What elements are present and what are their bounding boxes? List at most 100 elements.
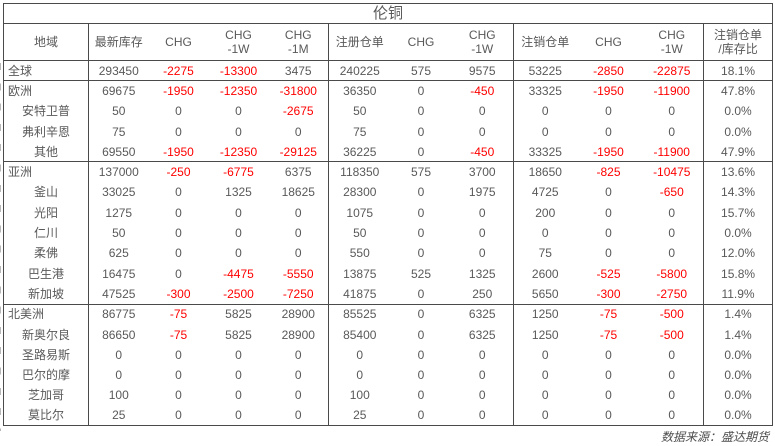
- value-cell: -650: [640, 182, 704, 203]
- table-row: 柔佛 625 0 0 0 550 0 0 75 0 0 12.0%: [3, 243, 773, 264]
- value-cell: 47.9%: [703, 141, 773, 163]
- value-cell: 15.8%: [721, 266, 756, 281]
- value-cell: 0: [175, 124, 182, 139]
- value-cell: 0: [268, 243, 329, 264]
- value-cell: 4725: [531, 185, 559, 200]
- value-cell: 0: [605, 368, 612, 383]
- value-cell: 13875: [343, 266, 377, 281]
- value-cell: -75: [599, 327, 618, 342]
- value-cell: 86650: [102, 327, 136, 342]
- column-header: 最新库存: [88, 23, 149, 61]
- value-cell: 9575: [451, 60, 514, 82]
- value-cell: -2750: [640, 283, 704, 305]
- table-title: 伦铜: [3, 3, 773, 24]
- value-cell: 0: [605, 104, 612, 119]
- value-cell: 0: [235, 205, 242, 220]
- value-cell: -1950: [576, 141, 641, 163]
- table-row: 巴生港 16475 0 -4475 -5550 13875 525 1325 2600 -525 -…: [3, 263, 773, 284]
- value-cell: 0.0%: [724, 368, 752, 383]
- column-header: 注销仓单: [513, 23, 577, 61]
- value-cell: 0: [417, 226, 425, 241]
- value-cell: 0: [175, 205, 182, 220]
- value-cell: 28900: [268, 304, 329, 325]
- region-cell: 新加坡: [3, 283, 89, 305]
- region-cell: 弗利辛恩: [3, 121, 89, 142]
- value-cell: -525: [596, 266, 621, 281]
- value-cell: 0: [605, 246, 612, 261]
- value-cell: 0: [175, 246, 182, 261]
- value-cell: 11.9%: [703, 283, 773, 305]
- value-cell: 550: [349, 246, 370, 261]
- value-cell: 0: [417, 307, 425, 322]
- value-cell: 16475: [102, 266, 136, 281]
- region-cell: 芝加哥: [3, 385, 89, 406]
- region-cell: 仁川: [3, 222, 89, 244]
- region-cell: 巴尔的摩: [3, 364, 89, 386]
- value-cell: 5650: [513, 283, 577, 305]
- table-row: 新加坡 47525 -300 -2500 -7250 41875 0 250 5650 -300-…: [3, 283, 773, 305]
- value-cell: -13300: [208, 60, 269, 82]
- value-cell: 0: [268, 405, 329, 426]
- value-cell: -450: [451, 141, 514, 163]
- value-cell: 1075: [346, 205, 374, 220]
- value-cell: 0: [390, 141, 452, 163]
- region-cell: 欧洲: [3, 80, 89, 102]
- region-cell: 光阳: [3, 202, 89, 223]
- value-cell: 33025: [102, 185, 136, 200]
- value-cell: 0: [175, 104, 182, 119]
- value-cell: 12.0%: [721, 246, 756, 261]
- value-cell: 50: [112, 226, 126, 241]
- value-cell: 0: [451, 405, 514, 426]
- value-cell: 0: [417, 408, 425, 423]
- value-cell: -5800: [640, 263, 704, 284]
- value-cell: -7250: [268, 283, 329, 305]
- value-cell: 0: [356, 347, 364, 362]
- value-cell: 28300: [343, 185, 377, 200]
- value-cell: 625: [108, 246, 129, 261]
- value-cell: -2500: [208, 283, 269, 305]
- value-cell: 0.0%: [724, 388, 752, 403]
- value-cell: 69675: [102, 84, 136, 99]
- value-cell: 86775: [102, 307, 136, 322]
- value-cell: 47.8%: [721, 84, 756, 99]
- value-cell: 575: [390, 60, 452, 82]
- value-cell: 5825: [225, 307, 252, 322]
- value-cell: 0: [175, 185, 182, 200]
- column-header: CHG: [148, 23, 209, 61]
- value-cell: 0.0%: [724, 226, 752, 241]
- value-cell: 575: [410, 165, 432, 180]
- value-cell: 0: [417, 246, 425, 261]
- value-cell: 33325: [528, 84, 562, 99]
- value-cell: 0: [268, 222, 329, 244]
- value-cell: 0: [235, 124, 242, 139]
- value-cell: -1950: [163, 84, 194, 99]
- value-cell: 0: [605, 347, 612, 362]
- value-cell: 0: [541, 408, 549, 423]
- value-cell: -11900: [640, 141, 704, 163]
- value-cell: 36225: [328, 141, 391, 163]
- value-cell: 0.0%: [724, 347, 752, 362]
- value-cell: 137000: [98, 165, 139, 180]
- value-cell: 85400: [343, 327, 377, 342]
- table-row: 光阳 1275 0 0 0 1075 0 0 200 0 0 15.7%: [3, 202, 773, 223]
- table-row: 莫比尔 25 0 0 0 25 0 0 0 0 0 0.0%: [3, 405, 773, 426]
- value-cell: 0: [451, 243, 514, 264]
- value-cell: 0: [605, 408, 612, 423]
- value-cell: 0: [175, 368, 182, 383]
- inventory-table: 伦铜 地域 最新库存 CHG CHG -1W CHG -1M 注册仓单 CHG CHG -1W 注销…: [3, 3, 774, 427]
- table-row: 亚洲 137000 -250 -6775 6375 118350 575 3700 18650 -…: [3, 161, 773, 183]
- value-cell: 75: [538, 246, 552, 261]
- value-cell: -10475: [640, 161, 704, 183]
- value-cell: 0: [640, 243, 704, 264]
- value-cell: -6775: [223, 165, 254, 180]
- value-cell: 25: [353, 408, 367, 423]
- value-cell: 6375: [268, 161, 329, 183]
- value-cell: 1975: [451, 182, 514, 203]
- value-cell: -300: [576, 283, 641, 305]
- table-row: 全球 293450 -2275 -13300 3475 240225 575 9575 5322…: [3, 60, 773, 82]
- value-cell: 0: [640, 222, 704, 244]
- value-cell: -300: [148, 283, 209, 305]
- value-cell: 0: [541, 347, 549, 362]
- column-header: CHG -1W: [640, 23, 704, 61]
- value-cell: 6325: [451, 324, 514, 345]
